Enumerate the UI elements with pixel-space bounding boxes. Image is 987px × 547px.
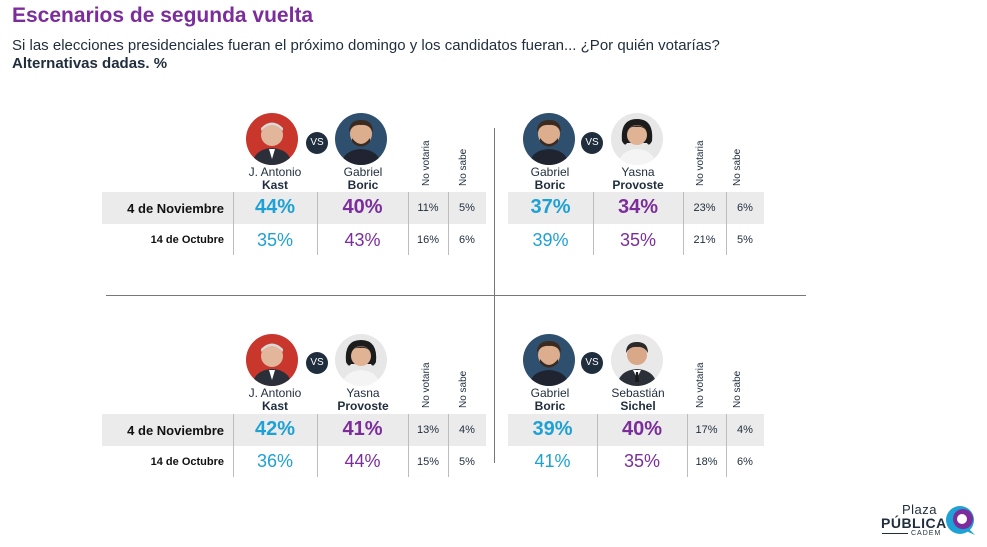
vs-badge: VS [306,132,328,154]
provoste-portrait-icon [335,334,387,386]
value-provoste-latest: 34% [617,196,659,218]
row-label-latest: 4 de Noviembre [127,201,224,216]
value-no-sabe-latest: 5% [459,202,475,214]
column-header-no-votaria: No votaria [695,140,706,186]
value-sichel-latest: 40% [621,418,663,440]
value-kast-latest: 44% [254,196,296,218]
vs-badge: VS [581,352,603,374]
candidate-name-boric: Gabriel Boric [530,165,570,192]
value-kast-previous: 35% [256,230,294,250]
column-separator [593,192,594,255]
vs-badge: VS [306,352,328,374]
column-header-no-sabe: No sabe [732,370,743,408]
column-separator [317,192,318,255]
value-no-votaria-latest: 13% [416,424,440,436]
value-sichel-previous: 35% [623,451,661,471]
column-header-no-votaria: No votaria [421,140,432,186]
value-no-sabe-latest: 6% [737,202,753,214]
boric-portrait-icon [523,113,575,165]
value-no-sabe-latest: 4% [459,424,475,436]
question-text: Si las elecciones presidenciales fueran … [12,37,720,54]
row-band-latest [508,414,764,446]
column-header-no-votaria: No votaria [695,362,706,408]
candidate-name-sichel: Sebastián Sichel [611,386,665,413]
row-band-latest [102,414,486,446]
value-no-votaria-latest: 23% [693,202,716,214]
value-boric-previous: 41% [534,451,571,471]
value-kast-previous: 36% [256,451,294,471]
value-provoste-previous: 44% [344,451,381,471]
column-separator [408,192,409,255]
value-no-sabe-previous: 5% [737,234,753,246]
value-boric-previous: 39% [532,230,569,250]
column-header-no-votaria: No votaria [421,362,432,408]
quadrant-divider-horizontal [106,295,806,296]
value-no-votaria-previous: 18% [695,456,718,468]
row-label-latest: 4 de Noviembre [127,423,224,438]
provoste-portrait-icon [611,113,663,165]
boric-portrait-icon [523,334,575,386]
value-boric-latest: 37% [530,196,571,218]
answer-type-note: Alternativas dadas. % [12,55,168,72]
column-separator [683,192,684,255]
column-separator [317,414,318,477]
logo-underline [882,533,908,534]
speech-bubble-logo-icon [946,506,975,535]
column-header-no-sabe: No sabe [732,148,743,186]
column-separator [687,414,688,477]
value-boric-previous: 43% [344,230,381,250]
value-kast-latest: 42% [254,418,296,440]
column-separator [233,414,234,477]
value-provoste-previous: 35% [619,230,657,250]
column-separator [726,192,727,255]
candidate-name-boric: Gabriel Boric [343,165,383,192]
column-separator [233,192,234,255]
logo-line-publica: PÚBLICA [881,515,947,531]
value-provoste-latest: 41% [342,418,383,440]
value-no-votaria-previous: 16% [416,234,440,246]
column-separator [597,414,598,477]
value-no-votaria-latest: 11% [417,202,439,214]
row-band-latest [102,192,486,224]
candidate-name-boric: Gabriel Boric [530,386,570,413]
value-no-sabe-previous: 5% [459,456,475,468]
logo-line-plaza: Plaza [902,502,938,517]
candidate-name-kast: J. Antonio Kast [248,165,302,192]
column-header-no-sabe: No sabe [458,148,469,186]
value-no-sabe-previous: 6% [737,456,753,468]
sichel-portrait-icon [611,334,663,386]
row-label-previous: 14 de Octubre [150,456,224,468]
candidate-name-provoste: Yasna Provoste [337,386,389,413]
row-label-previous: 14 de Octubre [150,234,224,246]
column-separator [726,414,727,477]
candidate-name-kast: J. Antonio Kast [248,386,302,413]
value-no-votaria-previous: 21% [693,234,716,246]
value-boric-latest: 40% [342,196,383,218]
value-no-sabe-latest: 4% [737,424,753,436]
vs-badge: VS [581,132,603,154]
kast-portrait-icon [246,334,298,386]
kast-portrait-icon [246,113,298,165]
candidate-name-provoste: Yasna Provoste [612,165,664,192]
column-separator [448,192,449,255]
value-boric-latest: 39% [532,418,573,440]
value-no-votaria-latest: 17% [695,424,718,436]
boric-portrait-icon [335,113,387,165]
page-title: Escenarios de segunda vuelta [12,4,314,27]
row-band-latest [508,192,764,224]
value-no-votaria-previous: 15% [416,456,440,468]
column-header-no-sabe: No sabe [458,370,469,408]
column-separator [408,414,409,477]
value-no-sabe-previous: 6% [459,234,475,246]
logo-line-cadem: CADEM [911,530,942,537]
column-separator [448,414,449,477]
